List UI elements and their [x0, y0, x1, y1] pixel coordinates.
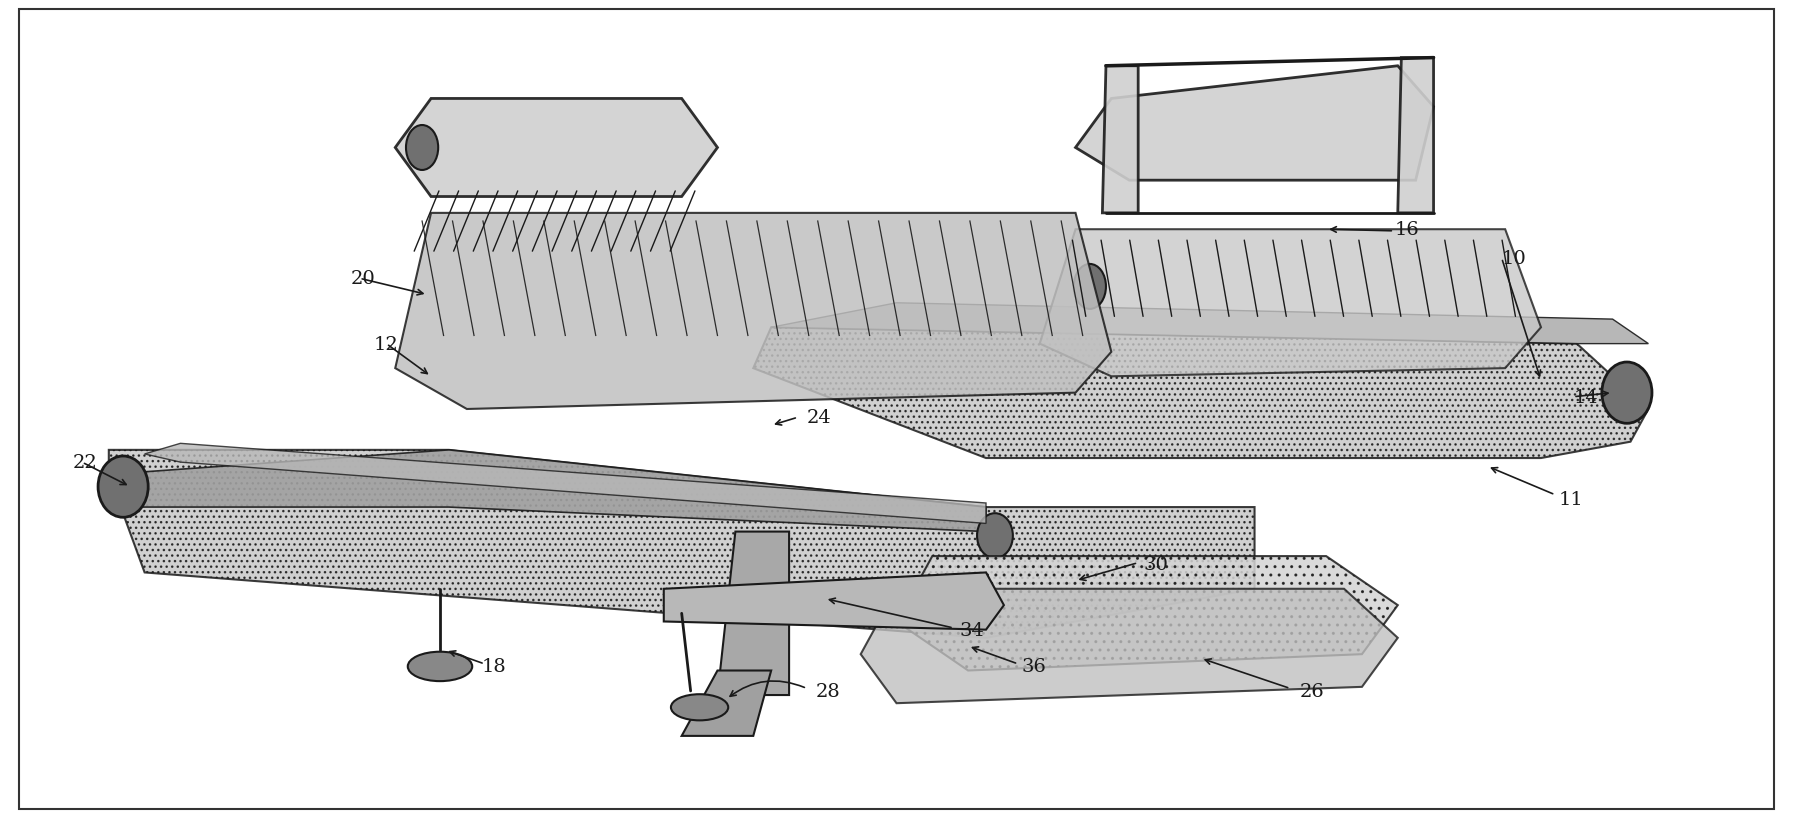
Polygon shape — [109, 450, 986, 532]
Ellipse shape — [99, 456, 149, 518]
Circle shape — [671, 695, 728, 721]
Ellipse shape — [977, 514, 1013, 559]
Text: 20: 20 — [350, 270, 375, 288]
Circle shape — [407, 652, 472, 681]
Text: 14: 14 — [1572, 388, 1598, 406]
Text: 10: 10 — [1501, 250, 1526, 268]
Polygon shape — [1103, 66, 1139, 214]
Polygon shape — [717, 532, 789, 695]
Polygon shape — [896, 556, 1399, 671]
Text: 24: 24 — [807, 409, 832, 427]
Text: 26: 26 — [1300, 682, 1323, 700]
Polygon shape — [1399, 58, 1434, 214]
Text: 16: 16 — [1395, 221, 1418, 239]
Polygon shape — [1040, 230, 1540, 377]
Text: 18: 18 — [481, 658, 506, 676]
Text: 12: 12 — [373, 335, 398, 353]
Polygon shape — [861, 589, 1399, 704]
Polygon shape — [394, 99, 717, 197]
Polygon shape — [771, 303, 1648, 344]
Text: 30: 30 — [1144, 555, 1169, 573]
Text: 11: 11 — [1558, 491, 1583, 509]
Ellipse shape — [1074, 265, 1106, 310]
Polygon shape — [681, 671, 771, 736]
Text: 22: 22 — [74, 454, 99, 472]
Polygon shape — [753, 328, 1648, 459]
Ellipse shape — [405, 126, 437, 170]
Polygon shape — [109, 450, 1255, 638]
Polygon shape — [1076, 66, 1434, 181]
Polygon shape — [145, 444, 986, 524]
Polygon shape — [663, 572, 1004, 630]
Text: 34: 34 — [959, 621, 984, 639]
Ellipse shape — [1601, 363, 1651, 423]
Polygon shape — [394, 214, 1112, 410]
Text: 36: 36 — [1022, 658, 1047, 676]
Text: 28: 28 — [816, 682, 841, 700]
